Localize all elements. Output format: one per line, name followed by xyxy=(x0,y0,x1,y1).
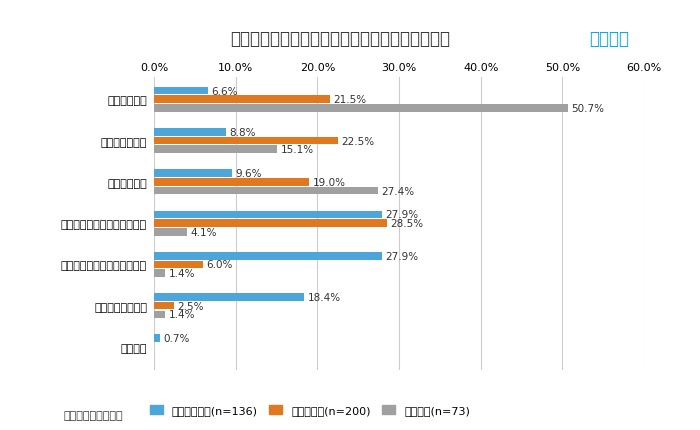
Bar xyxy=(154,187,378,195)
Text: 50.7%: 50.7% xyxy=(571,104,604,114)
Text: 2.5%: 2.5% xyxy=(178,301,204,311)
Text: 6.6%: 6.6% xyxy=(211,86,238,96)
Text: 15.1%: 15.1% xyxy=(281,145,314,155)
Bar xyxy=(154,311,165,319)
Bar xyxy=(154,270,165,277)
Text: 6.0%: 6.0% xyxy=(206,260,232,270)
Bar xyxy=(154,211,382,219)
Text: 27.4%: 27.4% xyxy=(381,186,414,196)
Text: 通勤時にストレスを: 通勤時にストレスを xyxy=(63,410,122,420)
Text: 22.5%: 22.5% xyxy=(341,136,374,146)
Text: 19.0%: 19.0% xyxy=(312,178,345,187)
Bar xyxy=(154,261,203,269)
Text: 21.5%: 21.5% xyxy=(333,95,366,105)
Text: 9.6%: 9.6% xyxy=(236,169,262,179)
Bar xyxy=(154,96,330,104)
Bar xyxy=(154,88,208,95)
Text: 28.5%: 28.5% xyxy=(390,218,423,229)
Text: 1.4%: 1.4% xyxy=(169,268,195,278)
Bar xyxy=(154,170,232,178)
Text: 0.7%: 0.7% xyxy=(163,334,190,344)
Text: エアトリ: エアトリ xyxy=(589,30,629,48)
Bar xyxy=(154,138,337,145)
Bar xyxy=(154,146,277,154)
Text: 1.4%: 1.4% xyxy=(169,310,195,319)
Bar xyxy=(154,228,188,236)
Bar xyxy=(154,105,568,113)
Text: 18.4%: 18.4% xyxy=(307,292,341,302)
Bar xyxy=(154,178,309,186)
Text: 4.1%: 4.1% xyxy=(190,227,217,237)
Text: 27.9%: 27.9% xyxy=(385,251,418,261)
Text: 通勤時の電車やバスの混み具合を教えてください: 通勤時の電車やバスの混み具合を教えてください xyxy=(230,30,450,48)
Bar xyxy=(154,294,304,301)
Bar xyxy=(154,220,386,227)
Bar xyxy=(154,252,382,260)
Bar xyxy=(154,335,160,342)
Text: 8.8%: 8.8% xyxy=(229,128,256,138)
Legend: かなり感じる(n=136), 少し感じる(n=200), 感じない(n=73): かなり感じる(n=136), 少し感じる(n=200), 感じない(n=73) xyxy=(150,405,470,415)
Bar xyxy=(154,302,174,310)
Text: 27.9%: 27.9% xyxy=(385,210,418,220)
Bar xyxy=(154,129,226,136)
